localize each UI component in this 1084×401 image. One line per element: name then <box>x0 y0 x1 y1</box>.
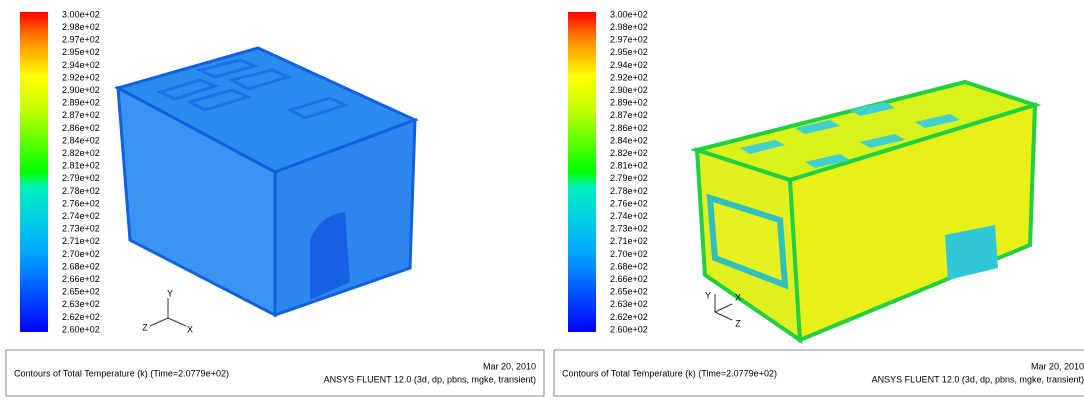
colorbar-label: 2.66e+02 <box>62 274 100 284</box>
axis-label: Y <box>167 288 173 298</box>
colorbar-label: 2.68e+02 <box>62 261 100 271</box>
axis-line <box>168 318 186 326</box>
colorbar-label: 2.98e+02 <box>610 22 648 32</box>
colorbar-label: 2.82e+02 <box>610 148 648 158</box>
colorbar-label: 3.00e+02 <box>62 9 100 19</box>
colorbar-label: 2.62e+02 <box>62 312 100 322</box>
colorbar-label: 2.70e+02 <box>610 249 648 259</box>
colorbar-label: 2.89e+02 <box>610 98 648 108</box>
screenshot: 3.00e+02 2.98e+02 2.97e+02 2.95e+02 2.94e+02… <box>0 0 1084 401</box>
colorbar-label: 2.97e+02 <box>610 35 648 45</box>
colorbar-label: 2.62e+02 <box>610 312 648 322</box>
colorbar-label: 2.74e+02 <box>610 211 648 221</box>
colorbar-label: 2.84e+02 <box>62 135 100 145</box>
colorbar-label: 2.78e+02 <box>62 186 100 196</box>
colorbar-label: 2.76e+02 <box>610 198 648 208</box>
colorbar-label: 2.65e+02 <box>610 287 648 297</box>
colorbar-label: 2.73e+02 <box>610 224 648 234</box>
axis-label: Z <box>142 322 148 332</box>
model-left <box>118 48 415 315</box>
colorbar-label: 2.66e+02 <box>610 274 648 284</box>
footer-software: ANSYS FLUENT 12.0 (3d, dp, pbns, mgke, t… <box>324 374 536 384</box>
colorbar-label: 2.97e+02 <box>62 35 100 45</box>
colorbar-label: 2.86e+02 <box>610 123 648 133</box>
colorbar-label: 2.92e+02 <box>610 72 648 82</box>
colorbar-label: 2.95e+02 <box>610 47 648 57</box>
colorbar-label: 2.60e+02 <box>610 324 648 334</box>
colorbar-label: 2.92e+02 <box>62 72 100 82</box>
footer-date: Mar 20, 2010 <box>1031 361 1084 371</box>
colorbar-label: 2.89e+02 <box>62 98 100 108</box>
colorbar-label: 2.63e+02 <box>610 299 648 309</box>
colorbar-label: 2.65e+02 <box>62 287 100 297</box>
model-right <box>697 82 1035 340</box>
colorbar-label: 2.82e+02 <box>62 148 100 158</box>
axis-line <box>150 318 168 326</box>
colorbar-label: 2.78e+02 <box>610 186 648 196</box>
footer-caption: Contours of Total Temperature (k) (Time=… <box>14 368 229 378</box>
axis-label: Z <box>735 318 741 328</box>
colorbar-label: 2.98e+02 <box>62 22 100 32</box>
colorbar-label: 2.95e+02 <box>62 47 100 57</box>
colorbar-label: 3.00e+02 <box>610 9 648 19</box>
colorbar-label: 2.74e+02 <box>62 211 100 221</box>
footer-date: Mar 20, 2010 <box>483 361 536 371</box>
axis-line <box>715 304 732 312</box>
colorbar-label: 2.94e+02 <box>610 60 648 70</box>
colorbar-label: 2.90e+02 <box>62 85 100 95</box>
colorbar <box>568 12 596 332</box>
colorbar-label: 2.86e+02 <box>62 123 100 133</box>
colorbar-label: 2.81e+02 <box>610 161 648 171</box>
footer-software: ANSYS FLUENT 12.0 (3d, dp, pbns, mgke, t… <box>872 374 1084 384</box>
colorbar-label: 2.71e+02 <box>610 236 648 246</box>
colorbar-label: 2.79e+02 <box>62 173 100 183</box>
axis-line <box>715 312 732 320</box>
colorbar-label: 2.90e+02 <box>610 85 648 95</box>
colorbar-label: 2.73e+02 <box>62 224 100 234</box>
colorbar-label: 2.71e+02 <box>62 236 100 246</box>
axis-label: X <box>735 292 741 302</box>
axis-label: Y <box>705 290 711 300</box>
colorbar-label: 2.70e+02 <box>62 249 100 259</box>
colorbar <box>20 12 48 332</box>
colorbar-label: 2.94e+02 <box>62 60 100 70</box>
colorbar-label: 2.63e+02 <box>62 299 100 309</box>
colorbar-label: 2.84e+02 <box>610 135 648 145</box>
colorbar-label: 2.87e+02 <box>610 110 648 120</box>
colorbar-label: 2.60e+02 <box>62 324 100 334</box>
colorbar-label: 2.87e+02 <box>62 110 100 120</box>
colorbar-label: 2.79e+02 <box>610 173 648 183</box>
colorbar-label: 2.81e+02 <box>62 161 100 171</box>
footer-caption: Contours of Total Temperature (k) (Time=… <box>562 368 777 378</box>
colorbar-label: 2.76e+02 <box>62 198 100 208</box>
colorbar-label: 2.68e+02 <box>610 261 648 271</box>
axis-label: X <box>187 324 193 334</box>
